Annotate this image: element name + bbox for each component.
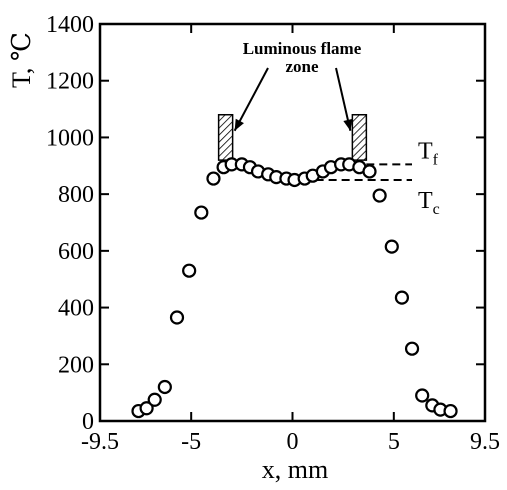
data-point: [372, 188, 387, 203]
x-tick-label: -5: [181, 429, 201, 455]
y-tick-label: 200: [58, 352, 94, 378]
y-tick-labels: 0 200 400 600 800 1000 1200 1400: [46, 12, 94, 435]
data-point: [404, 341, 420, 356]
flame-zone-arrowhead: [234, 118, 244, 131]
data-point: [182, 263, 197, 278]
data-point: [206, 171, 221, 186]
data-point: [169, 310, 185, 325]
flame-zone-marker: [351, 113, 368, 161]
data-point: [147, 392, 162, 407]
y-tick-label: 800: [58, 182, 94, 208]
y-tick-label: 1400: [46, 12, 94, 38]
x-tick-label: -9.5: [81, 429, 119, 455]
data-point: [443, 403, 458, 419]
x-tick-label: 9.5: [470, 429, 500, 455]
y-tick-label: 600: [58, 239, 94, 265]
y-tick-label: 400: [58, 296, 94, 322]
flame-zone-label-line1: Luminous flame: [243, 39, 362, 58]
flame-zone-label-line2: zone: [285, 57, 319, 76]
data-point: [194, 205, 209, 220]
x-tick-labels: -9.5 -5 0 5 9.5: [81, 429, 500, 455]
y-tick-label: 1200: [46, 69, 94, 95]
tf-label: Tf: [418, 138, 439, 168]
flame-zone-annotation: Luminous flame zone: [217, 39, 368, 161]
data-point: [139, 401, 154, 416]
plot-frame: [98, 22, 487, 423]
tc-label: Tc: [418, 188, 440, 218]
data-point: [157, 379, 172, 395]
flame-zone-marker: [217, 113, 234, 161]
data-point: [394, 290, 410, 305]
data-point: [415, 388, 430, 403]
x-ticks: [99, 24, 486, 421]
x-tick-label: 5: [388, 429, 400, 455]
flame-zone-arrow: [233, 67, 269, 132]
flame-zone-arrowhead: [343, 118, 353, 131]
data-point: [384, 239, 399, 254]
y-tick-label: 0: [82, 409, 94, 435]
data-point: [362, 164, 377, 179]
y-axis-label: T, ℃: [7, 32, 36, 88]
y-ticks: [100, 23, 485, 422]
data-points: [131, 157, 458, 419]
x-tick-label: 0: [287, 429, 299, 455]
x-axis-label: x, mm: [262, 455, 328, 484]
y-tick-label: 1000: [46, 125, 94, 151]
